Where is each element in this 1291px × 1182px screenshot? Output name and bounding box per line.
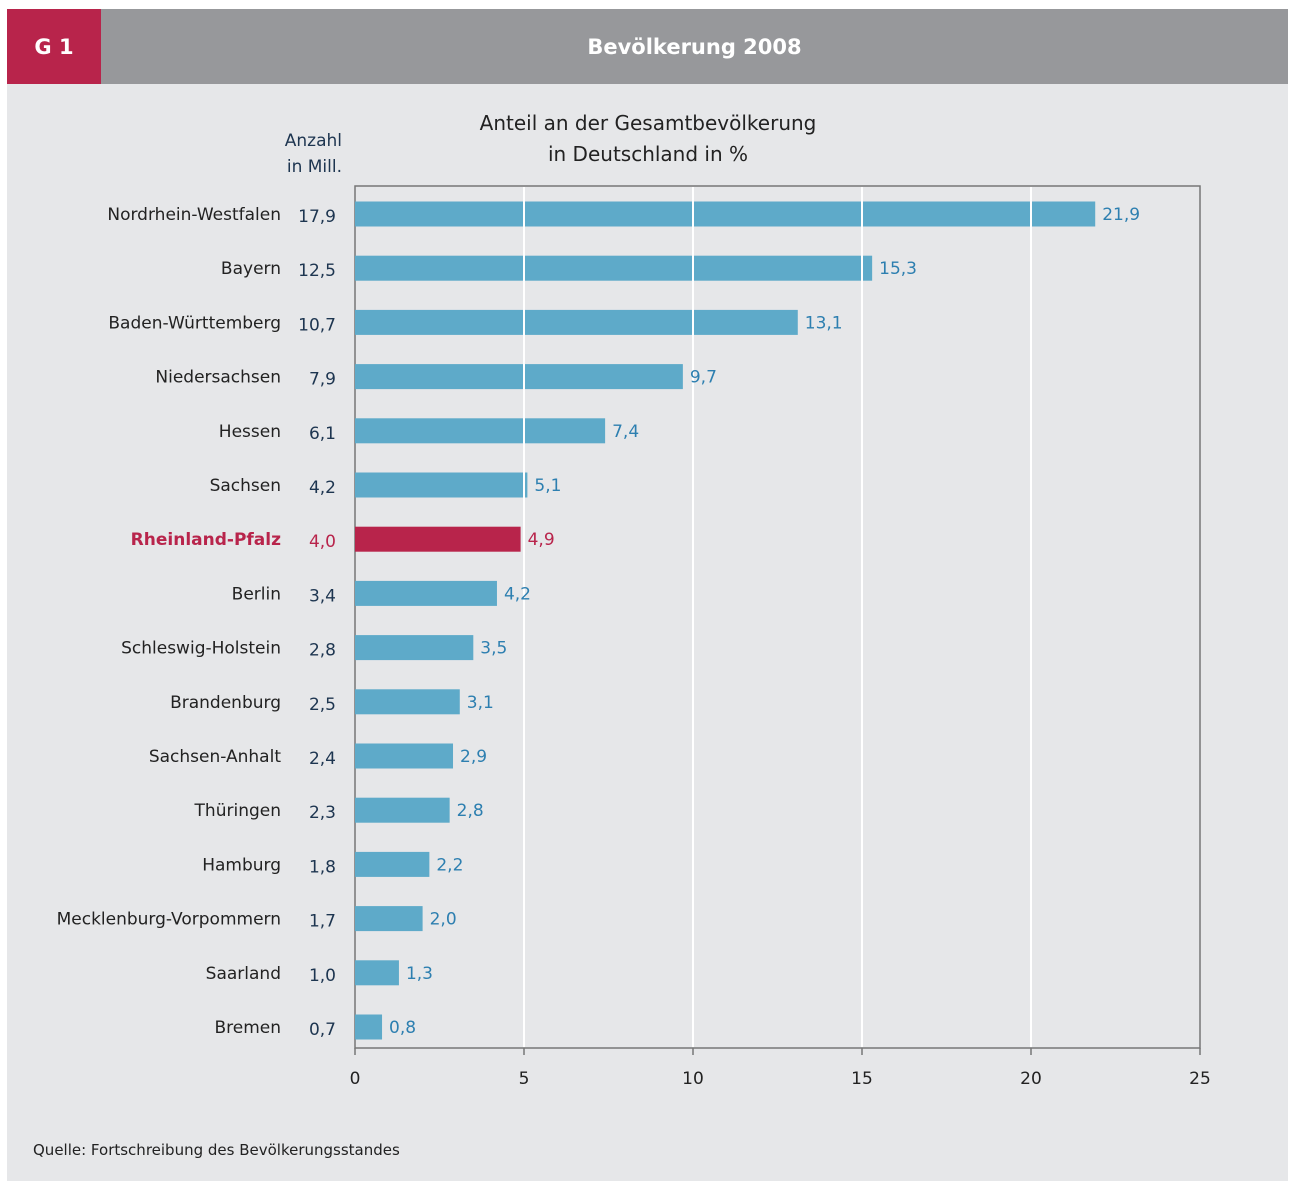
category-label-4: Hessen [219,422,281,442]
count-label-5: 4,2 [309,478,336,498]
bar-7 [355,580,497,606]
bar-6 [355,526,521,552]
value-label-4: 7,4 [612,422,639,442]
value-label-1: 15,3 [879,259,917,279]
count-label-1: 12,5 [298,261,336,281]
bar-13 [355,906,423,932]
category-label-7: Berlin [232,584,281,604]
x-tick-label-4: 20 [1020,1069,1042,1089]
value-label-5: 5,1 [534,476,561,496]
category-label-9: Brandenburg [170,693,281,713]
bar-2 [355,309,798,335]
bar-3 [355,364,683,390]
x-tick-label-2: 10 [682,1069,704,1089]
bar-0 [355,201,1096,227]
figure-title: Bevölkerung 2008 [587,34,802,59]
count-label-13: 1,7 [309,912,336,932]
count-label-6: 4,0 [309,532,336,552]
value-label-14: 1,3 [406,964,433,984]
category-label-5: Sachsen [210,476,281,496]
category-label-0: Nordrhein-Westfalen [107,205,281,225]
category-label-1: Bayern [221,259,281,279]
category-label-14: Saarland [206,964,281,984]
value-label-7: 4,2 [504,584,531,604]
category-label-2: Baden-Württemberg [108,313,281,333]
count-label-11: 2,3 [309,803,336,823]
bar-chart: Anteil an der Gesamtbevölkerung in Deuts… [57,111,1211,1089]
bar-14 [355,960,399,986]
value-label-8: 3,5 [480,639,507,659]
value-label-10: 2,9 [460,747,487,767]
bar-5 [355,472,528,498]
chart-title-line-1: Anteil an der Gesamtbevölkerung [480,111,817,135]
bar-4 [355,418,606,444]
value-label-13: 2,0 [430,910,457,930]
count-header-line-2: in Mill. [287,157,342,177]
x-tick-label-0: 0 [350,1069,361,1089]
value-label-6: 4,9 [528,530,555,550]
count-label-9: 2,5 [309,695,336,715]
category-label-11: Thüringen [194,801,281,821]
figure-id-badge: G 1 [7,9,101,84]
count-label-10: 2,4 [309,749,336,769]
category-label-6: Rheinland-Pfalz [131,530,281,550]
value-label-11: 2,8 [457,801,484,821]
category-label-13: Mecklenburg-Vorpommern [57,910,281,930]
figure: G 1 Bevölkerung 2008 Anteil an der Gesam… [7,9,1288,1181]
bar-10 [355,743,454,769]
x-tick-label-3: 15 [851,1069,873,1089]
count-label-4: 6,1 [309,424,336,444]
bar-9 [355,689,460,715]
value-label-3: 9,7 [690,368,717,388]
category-label-3: Niedersachsen [155,368,281,388]
bar-15 [355,1014,383,1040]
value-label-9: 3,1 [467,693,494,713]
count-label-14: 1,0 [309,966,336,986]
count-label-0: 17,9 [298,207,336,227]
value-label-0: 21,9 [1102,205,1140,225]
count-label-3: 7,9 [309,370,336,390]
count-label-12: 1,8 [309,857,336,877]
value-label-12: 2,2 [436,855,463,875]
plot-area [354,185,1201,1049]
bar-1 [355,255,873,281]
value-label-2: 13,1 [805,313,843,333]
header-bar: G 1 Bevölkerung 2008 [7,9,1288,84]
count-label-15: 0,7 [309,1020,336,1040]
count-label-2: 10,7 [298,315,336,335]
value-label-15: 0,8 [389,1018,416,1038]
count-label-7: 3,4 [309,586,336,606]
bar-12 [355,851,430,877]
count-header-line-1: Anzahl [285,131,342,151]
category-label-8: Schleswig-Holstein [121,639,281,659]
chart-title-line-2: in Deutschland in % [548,142,748,166]
category-label-12: Hamburg [202,855,281,875]
x-tick-label-5: 25 [1189,1069,1211,1089]
category-label-15: Bremen [214,1018,281,1038]
bar-11 [355,797,450,823]
x-tick-label-1: 5 [519,1069,530,1089]
category-label-10: Sachsen-Anhalt [149,747,281,767]
bar-8 [355,635,474,661]
count-label-8: 2,8 [309,641,336,661]
source-note: Quelle: Fortschreibung des Bevölkerungss… [33,1141,400,1159]
